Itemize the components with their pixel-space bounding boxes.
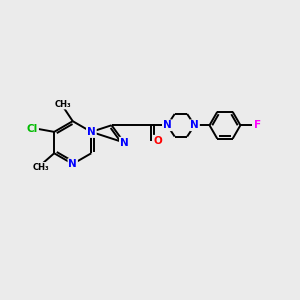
Text: N: N bbox=[163, 120, 172, 130]
Text: CH₃: CH₃ bbox=[32, 163, 49, 172]
Text: N: N bbox=[190, 120, 199, 130]
Text: N: N bbox=[68, 159, 77, 169]
Text: O: O bbox=[153, 136, 162, 146]
Text: Cl: Cl bbox=[27, 124, 38, 134]
Text: F: F bbox=[254, 120, 261, 130]
Text: N: N bbox=[87, 127, 96, 137]
Text: N: N bbox=[87, 127, 96, 137]
Text: CH₃: CH₃ bbox=[55, 100, 71, 109]
Text: N: N bbox=[120, 138, 129, 148]
